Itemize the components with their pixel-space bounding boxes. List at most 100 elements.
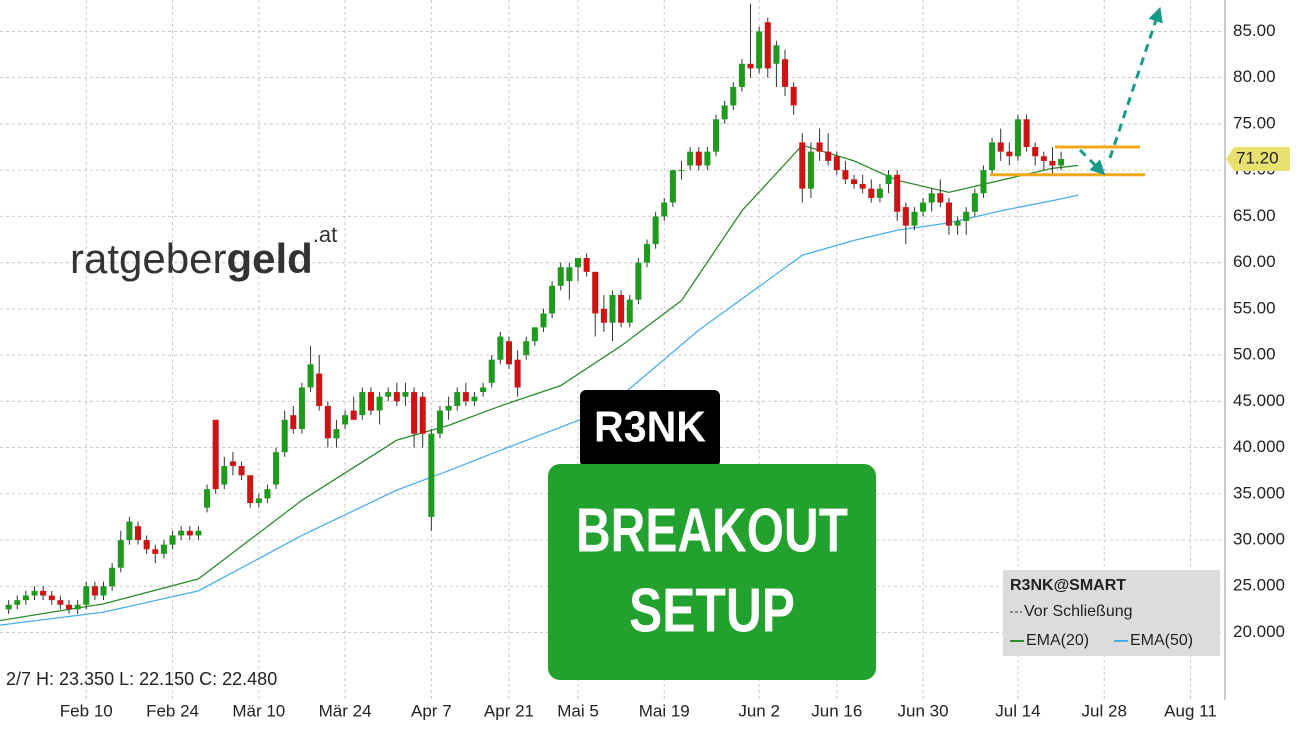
candle-body <box>773 45 780 64</box>
candle-body <box>954 221 961 226</box>
candle-body <box>721 105 728 120</box>
candle-body <box>169 535 176 545</box>
candle-body <box>1014 119 1021 157</box>
y-tick-label: 40.000 <box>1233 437 1285 456</box>
legend-box <box>1003 570 1220 656</box>
candle-body <box>1032 147 1039 157</box>
candle-body <box>1058 159 1065 166</box>
candle-body <box>411 392 418 434</box>
candle-body <box>480 387 487 393</box>
x-tick-label: Jul 28 <box>1082 701 1127 720</box>
logo-part: ratgeber <box>70 235 226 282</box>
candle-body <box>540 313 547 328</box>
candle-body <box>238 466 245 476</box>
x-tick-label: Jun 16 <box>811 701 862 720</box>
candle-body <box>342 415 349 425</box>
candle-body <box>669 170 676 203</box>
x-tick-label: Mai 19 <box>639 701 690 720</box>
candle-body <box>376 396 383 411</box>
candle-body <box>678 170 685 172</box>
x-tick-label: Feb 24 <box>146 701 199 720</box>
candle-body <box>730 86 737 106</box>
candle-body <box>307 364 314 388</box>
x-tick-label: Apr 21 <box>484 701 534 720</box>
candle-body <box>971 193 978 212</box>
candle-body <box>428 433 435 517</box>
candle-body <box>514 359 521 388</box>
logo: ratgebergeld.at <box>70 222 337 282</box>
candle-body <box>894 174 901 212</box>
candle-body <box>695 151 702 166</box>
candle-body <box>445 405 452 411</box>
y-tick-label: 30.000 <box>1233 530 1285 549</box>
candle-body <box>65 604 73 610</box>
candle-body <box>989 142 996 171</box>
y-tick-label: 60.00 <box>1233 252 1276 271</box>
candle-body <box>980 170 987 194</box>
candle-body <box>22 595 29 601</box>
candle-body <box>83 586 90 605</box>
x-tick-label: Jun 30 <box>898 701 949 720</box>
y-tick-label: 65.00 <box>1233 206 1276 225</box>
price-marker-label: 71.20 <box>1236 149 1279 168</box>
candle-body <box>609 294 616 323</box>
candle-body <box>704 151 711 166</box>
badge-text: R3NK <box>594 403 706 452</box>
candle-body <box>316 373 323 406</box>
info-text: 2/7 H: 23.350 L: 22.150 C: 22.480 <box>6 669 277 689</box>
y-tick-label: 20.000 <box>1233 622 1285 641</box>
candle-body <box>471 396 478 402</box>
candle-body <box>229 461 236 467</box>
y-tick-label: 85.00 <box>1233 21 1276 40</box>
candle-body <box>963 211 970 222</box>
candle-body <box>738 63 745 87</box>
candle-body <box>281 419 288 453</box>
candle-body <box>298 387 305 430</box>
candle-body <box>790 86 797 106</box>
legend-item: EMA(50) <box>1130 632 1193 649</box>
candle-body <box>937 193 944 203</box>
legend-item: EMA(20) <box>1026 632 1089 649</box>
candle-body <box>385 392 392 397</box>
y-tick-label: 55.00 <box>1233 298 1276 317</box>
arrow-down <box>1078 148 1106 176</box>
candle-body <box>635 262 642 300</box>
candle-body <box>583 257 590 272</box>
candle-body <box>436 410 443 434</box>
candle-body <box>350 410 357 420</box>
candle-body <box>920 202 927 212</box>
candle-body <box>247 475 254 504</box>
candle-body <box>592 271 599 314</box>
candle-body <box>1006 151 1013 157</box>
candle-body <box>212 419 219 490</box>
y-tick-label: 25.000 <box>1233 576 1285 595</box>
candle-body <box>497 336 504 360</box>
banner-box <box>548 464 876 680</box>
candle-body <box>91 586 98 596</box>
candle-body <box>876 188 883 198</box>
candle-body <box>531 327 538 342</box>
candle-body <box>626 299 633 323</box>
candle-body <box>178 530 185 536</box>
legend-title: R3NK@SMART <box>1010 577 1126 594</box>
x-tick-label: Feb 10 <box>60 701 113 720</box>
candle-body <box>454 392 461 406</box>
candle-body <box>126 521 133 541</box>
price-marker <box>1226 147 1290 172</box>
candle-body <box>566 267 573 282</box>
ema-layer <box>0 144 1079 626</box>
candle-body <box>393 392 400 402</box>
candle-body <box>799 142 806 189</box>
candle-body <box>756 31 763 69</box>
candle-body <box>1049 160 1056 166</box>
candle-body <box>143 540 150 550</box>
x-tick-label: Mai 5 <box>557 701 599 720</box>
candle-layer <box>5 3 1065 615</box>
candle-body <box>661 202 668 217</box>
candle-body <box>807 151 814 189</box>
candle-body <box>816 142 823 152</box>
candle-body <box>945 202 952 226</box>
candle-body <box>367 392 374 411</box>
candle-body <box>160 544 167 554</box>
